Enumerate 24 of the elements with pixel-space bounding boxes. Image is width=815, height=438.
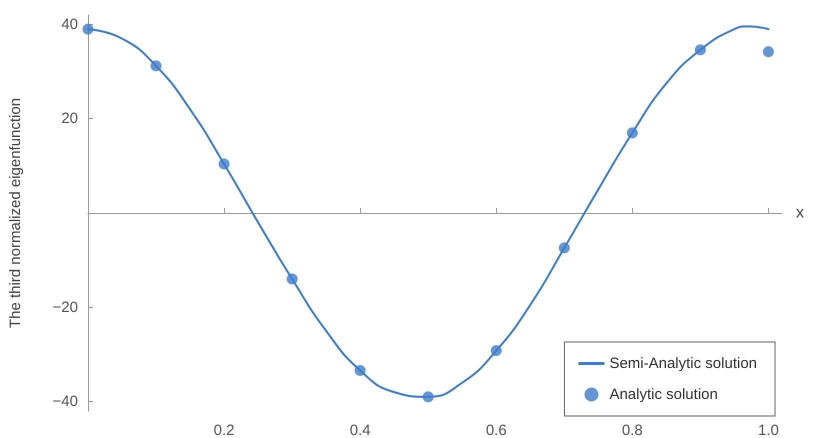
y-tick-label: 20 xyxy=(61,110,78,128)
x-tick-label: 0.4 xyxy=(350,422,371,438)
x-tick-label: 0.8 xyxy=(622,422,643,438)
y-tick-label: −20 xyxy=(52,298,78,316)
y-tick-label: 40 xyxy=(61,16,78,33)
point xyxy=(626,127,638,138)
point xyxy=(490,345,502,356)
legend-label: Semi-Analytic solution xyxy=(609,355,757,372)
point xyxy=(82,24,94,35)
point xyxy=(354,364,366,376)
x-tick-label: 0.6 xyxy=(486,422,507,438)
point xyxy=(286,274,298,284)
legend-label: Analytic solution xyxy=(609,386,718,403)
point xyxy=(150,60,162,72)
point xyxy=(422,391,434,402)
point xyxy=(694,44,706,56)
x-axis-title: x xyxy=(796,204,804,222)
x-tick-label: 1.0 xyxy=(758,422,779,438)
point xyxy=(762,46,774,58)
y-axis-title: The third normalized eigenfunction xyxy=(7,98,24,328)
point xyxy=(218,158,230,170)
y-tick-label: −40 xyxy=(52,393,78,410)
point xyxy=(558,242,570,254)
x-tick-label: 0.2 xyxy=(214,422,235,438)
